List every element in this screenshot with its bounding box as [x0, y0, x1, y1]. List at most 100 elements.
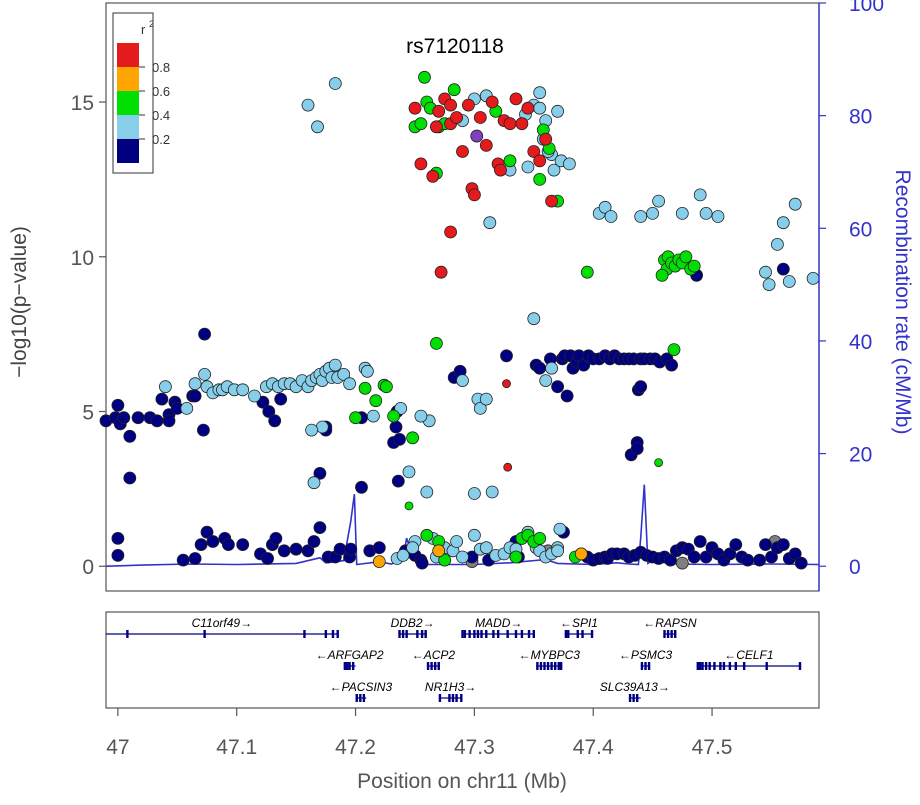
snp-point [467, 188, 481, 202]
snp-point [236, 538, 250, 551]
gene-exon [696, 662, 699, 670]
snp-point [333, 542, 347, 556]
snp-point [305, 423, 319, 437]
snp-point [418, 70, 431, 84]
gene-exon [532, 630, 535, 638]
snp-point [598, 200, 612, 214]
snp-point [393, 432, 406, 446]
gene-label: NR1H3→ [425, 680, 476, 694]
snp-point [111, 398, 125, 412]
gene-exon [536, 662, 539, 670]
gene-exon [698, 662, 702, 670]
snp-point [344, 542, 358, 556]
gene-exon [728, 662, 732, 670]
gene-exon [496, 630, 500, 638]
legend-swatch [117, 43, 139, 67]
gene-exon [473, 630, 476, 638]
snp-point [711, 210, 725, 223]
snp-point [776, 216, 790, 230]
snp-point [355, 480, 368, 494]
lead-snp-point [470, 129, 484, 143]
snp-point [387, 409, 401, 423]
snp-point [494, 163, 507, 177]
snp-point [414, 409, 428, 423]
gene-exon [485, 630, 488, 638]
snp-point [539, 374, 553, 388]
gene-label: C11orf49→ [192, 616, 252, 630]
snp-point [360, 364, 374, 378]
gene-exon [713, 662, 716, 670]
snp-point [782, 275, 796, 288]
gene-exon [719, 662, 722, 670]
y-right-tick-label: 60 [849, 218, 872, 241]
gene-label: SLC39A13→ [600, 680, 670, 694]
snp-point [391, 474, 405, 488]
x-tick-label: 47.4 [573, 736, 614, 759]
gene-exon [430, 662, 433, 670]
legend-swatch [117, 91, 139, 115]
snp-point [675, 206, 689, 220]
gene-exon [401, 630, 405, 638]
x-tick-label: 47.1 [216, 736, 257, 759]
legend-title: r [141, 22, 146, 37]
axes-layer: 0 5 10 15 0 20 40 60 80 100 47 47.1 47.2 47.3 47.4 47.5 [71, 0, 884, 759]
legend-tick-label: 0.2 [152, 132, 170, 147]
snp-point [485, 485, 499, 499]
gene-exon [734, 662, 738, 670]
snp-point [372, 555, 386, 568]
gene-exon [765, 662, 768, 670]
snp-point [315, 420, 329, 434]
snp-point [503, 462, 513, 472]
gene-exon [640, 662, 644, 670]
gene-exon [463, 630, 467, 638]
gene-exon [798, 662, 802, 670]
snp-point [533, 86, 547, 100]
gene-track-layer: C11orf49→ DDB2→ MADD→ ←SPI1 ←RAPSN ←ARFGAP2 ←A… [106, 616, 802, 702]
snp-point [547, 163, 561, 177]
gene-label: DDB2→ [391, 616, 435, 630]
snp-point [131, 411, 145, 425]
snp-points-layer [99, 70, 820, 570]
snp-point [123, 429, 137, 443]
gene-exon [303, 630, 306, 638]
snp-point [762, 278, 776, 292]
legend-tick-label: 0.4 [152, 108, 170, 123]
snp-point [155, 392, 169, 406]
snp-point [307, 476, 321, 490]
snp-point [527, 312, 541, 326]
snp-point [402, 465, 416, 479]
snp-point [188, 389, 202, 403]
snp-point [429, 120, 443, 134]
gene-exon [628, 694, 632, 702]
gene-exon [343, 662, 347, 670]
x-tick-label: 47.3 [454, 736, 495, 759]
x-tick-label: 47 [106, 736, 129, 759]
snp-point [432, 544, 446, 558]
gene-exon [581, 630, 584, 638]
snp-point [665, 358, 678, 372]
snp-point [652, 194, 665, 208]
gene-exon [359, 694, 362, 702]
snp-point [771, 237, 784, 251]
snp-point [111, 532, 125, 545]
snp-point [307, 535, 321, 548]
snp-point [553, 522, 567, 536]
gene-exon [126, 630, 129, 638]
snp-point [198, 327, 212, 341]
gene-label: ←PSMC3 [619, 648, 673, 662]
gene-exon [674, 630, 677, 638]
snp-point [467, 487, 481, 500]
snp-point [415, 556, 429, 570]
gene-exon [546, 662, 550, 670]
snp-point [723, 547, 737, 561]
gene-exon [451, 694, 455, 702]
snp-point [343, 377, 357, 391]
snp-point [429, 336, 443, 350]
snp-point [788, 547, 802, 561]
snp-point [515, 117, 529, 131]
gene-exon [559, 662, 563, 670]
snp-point [461, 98, 475, 112]
snp-point [788, 197, 802, 211]
x-axis-label: Position on chr11 (Mb) [357, 770, 567, 793]
snp-point [533, 361, 547, 375]
